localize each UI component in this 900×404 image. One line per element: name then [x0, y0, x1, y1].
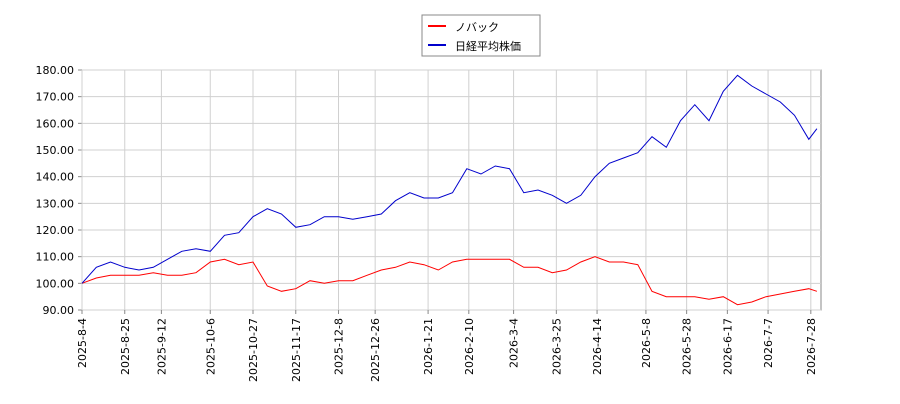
x-tick-label: 2025-10-27 [247, 318, 260, 382]
x-tick-label: 2026-6-17 [721, 318, 734, 375]
y-tick-label: 170.00 [36, 91, 75, 104]
y-tick-label: 160.00 [36, 117, 75, 130]
legend-label: ノバック [455, 21, 499, 34]
legend-box [421, 14, 541, 57]
y-tick-label: 120.00 [36, 224, 75, 237]
x-tick-label: 2025-8-25 [119, 318, 132, 375]
x-tick-label: 2026-5-28 [681, 318, 694, 375]
x-tick-label: 2025-10-6 [204, 318, 217, 375]
legend-label: 日経平均株価 [455, 39, 521, 53]
x-tick-label: 2025-12-26 [369, 318, 382, 382]
plot-frame [81, 69, 822, 311]
x-tick-label: 2026-3-25 [550, 318, 563, 375]
x-tick-label: 2025-9-12 [155, 318, 168, 375]
x-tick-label: 2026-7-7 [762, 318, 775, 368]
x-tick-label: 2026-4-14 [591, 318, 604, 375]
series-line [81, 256, 818, 306]
y-tick-label: 110.00 [36, 251, 75, 264]
x-tick-label: 2026-2-10 [463, 318, 476, 375]
x-tick-label: 2026-7-28 [805, 318, 818, 375]
y-tick-label: 150.00 [36, 144, 75, 157]
x-tick-label: 2026-5-8 [640, 318, 653, 368]
x-tick-label: 2025-8-4 [76, 318, 89, 368]
x-tick-label: 2026-3-4 [508, 318, 521, 368]
y-tick-label: 140.00 [36, 171, 75, 184]
series-line [81, 74, 818, 284]
y-tick-label: 180.00 [36, 64, 75, 77]
y-tick-label: 90.00 [43, 304, 75, 317]
x-tick-label: 2025-11-17 [290, 318, 303, 382]
y-tick-label: 100.00 [36, 277, 75, 290]
x-tick-label: 2025-12-8 [333, 318, 346, 375]
x-tick-label: 2026-1-21 [422, 318, 435, 375]
y-tick-label: 130.00 [36, 197, 75, 210]
